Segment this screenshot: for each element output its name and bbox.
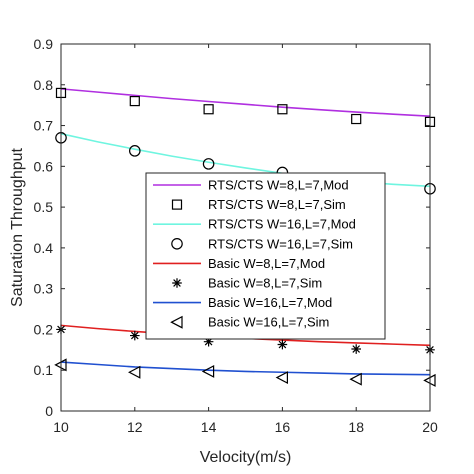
axes-box: [60, 43, 431, 412]
legend-marker: [170, 315, 183, 329]
legend-label: Basic W=8,L=7,Sim: [208, 276, 322, 291]
x-axis-label: Velocity(m/s): [200, 449, 292, 466]
legend: RTS/CTS W=8,L=7,Mod RTS/CTS W=8,L=7,Sim RT…: [145, 172, 386, 340]
series-line: [60, 361, 431, 376]
data-point: [128, 365, 141, 379]
data-point: [351, 113, 362, 125]
data-point: [349, 372, 362, 386]
legend-entry: Basic W=8,L=7,Mod: [153, 256, 325, 271]
legend-entry: RTS/CTS W=16,L=7,Sim: [171, 236, 353, 251]
data-point: [277, 104, 288, 115]
data-point: [201, 364, 215, 378]
y-tick-label: 0.1: [34, 362, 54, 378]
y-tick-label: 0.3: [34, 281, 54, 297]
y-tick-label: 0.9: [34, 36, 54, 52]
legend-label: Basic W=8,L=7,Mod: [208, 256, 325, 271]
series-7: [60, 361, 431, 376]
legend-entry: RTS/CTS W=8,L=7,Mod: [153, 178, 349, 193]
legend-label: Basic W=16,L=7,Sim: [208, 315, 329, 330]
series-line: [60, 88, 431, 117]
series-1: [60, 88, 431, 117]
legend-box: [145, 172, 386, 340]
y-tick-label: 0.6: [34, 158, 54, 174]
legend-label: RTS/CTS W=16,L=7,Sim: [208, 236, 353, 251]
legend-marker: [172, 278, 182, 288]
legend-entry: Basic W=8,L=7,Sim: [172, 276, 322, 291]
axes: 10 12 14 16 18 20 0 0.1 0.2 0.3 0.4 0.5 0.6 0.7 0.8 0.9: [34, 36, 438, 435]
data-point: [203, 336, 214, 347]
data-point: [203, 104, 214, 115]
x-tick-label: 12: [127, 419, 143, 435]
data-point: [129, 145, 141, 157]
data-point: [275, 371, 288, 385]
x-tick-label: 10: [53, 419, 69, 435]
legend-entry: RTS/CTS W=8,L=7,Sim: [171, 197, 346, 212]
data-point: [277, 339, 288, 350]
legend-label: RTS/CTS W=8,L=7,Sim: [208, 197, 346, 212]
data-point: [130, 330, 140, 341]
x-tick-label: 16: [275, 419, 291, 435]
legend-marker: [171, 199, 183, 210]
data-point: [129, 95, 140, 107]
x-tick-label: 20: [422, 419, 438, 435]
x-tick-label: 18: [348, 419, 364, 435]
y-tick-label: 0.4: [34, 240, 54, 256]
legend-entry: Basic W=16,L=7,Mod: [153, 295, 332, 310]
data-point: [202, 158, 215, 170]
y-tick-label: 0.8: [34, 77, 54, 93]
legend-marker: [171, 238, 183, 250]
legend-entry: Basic W=16,L=7,Sim: [170, 315, 329, 330]
series-8: [54, 358, 436, 387]
y-tick-label: 0: [45, 403, 53, 419]
legend-entry: RTS/CTS W=16,L=7,Mod: [153, 217, 356, 232]
legend-label: RTS/CTS W=8,L=7,Mod: [208, 178, 349, 193]
legend-label: RTS/CTS W=16,L=7,Mod: [208, 217, 356, 232]
y-axis-label: Saturation Throughput: [9, 147, 26, 306]
x-tick-label: 14: [201, 419, 217, 435]
y-tick-label: 0.2: [34, 321, 54, 337]
y-tick-label: 0.5: [34, 199, 54, 215]
data-point: [351, 344, 361, 354]
y-tick-label: 0.7: [34, 118, 54, 134]
legend-label: Basic W=16,L=7,Mod: [208, 295, 332, 310]
